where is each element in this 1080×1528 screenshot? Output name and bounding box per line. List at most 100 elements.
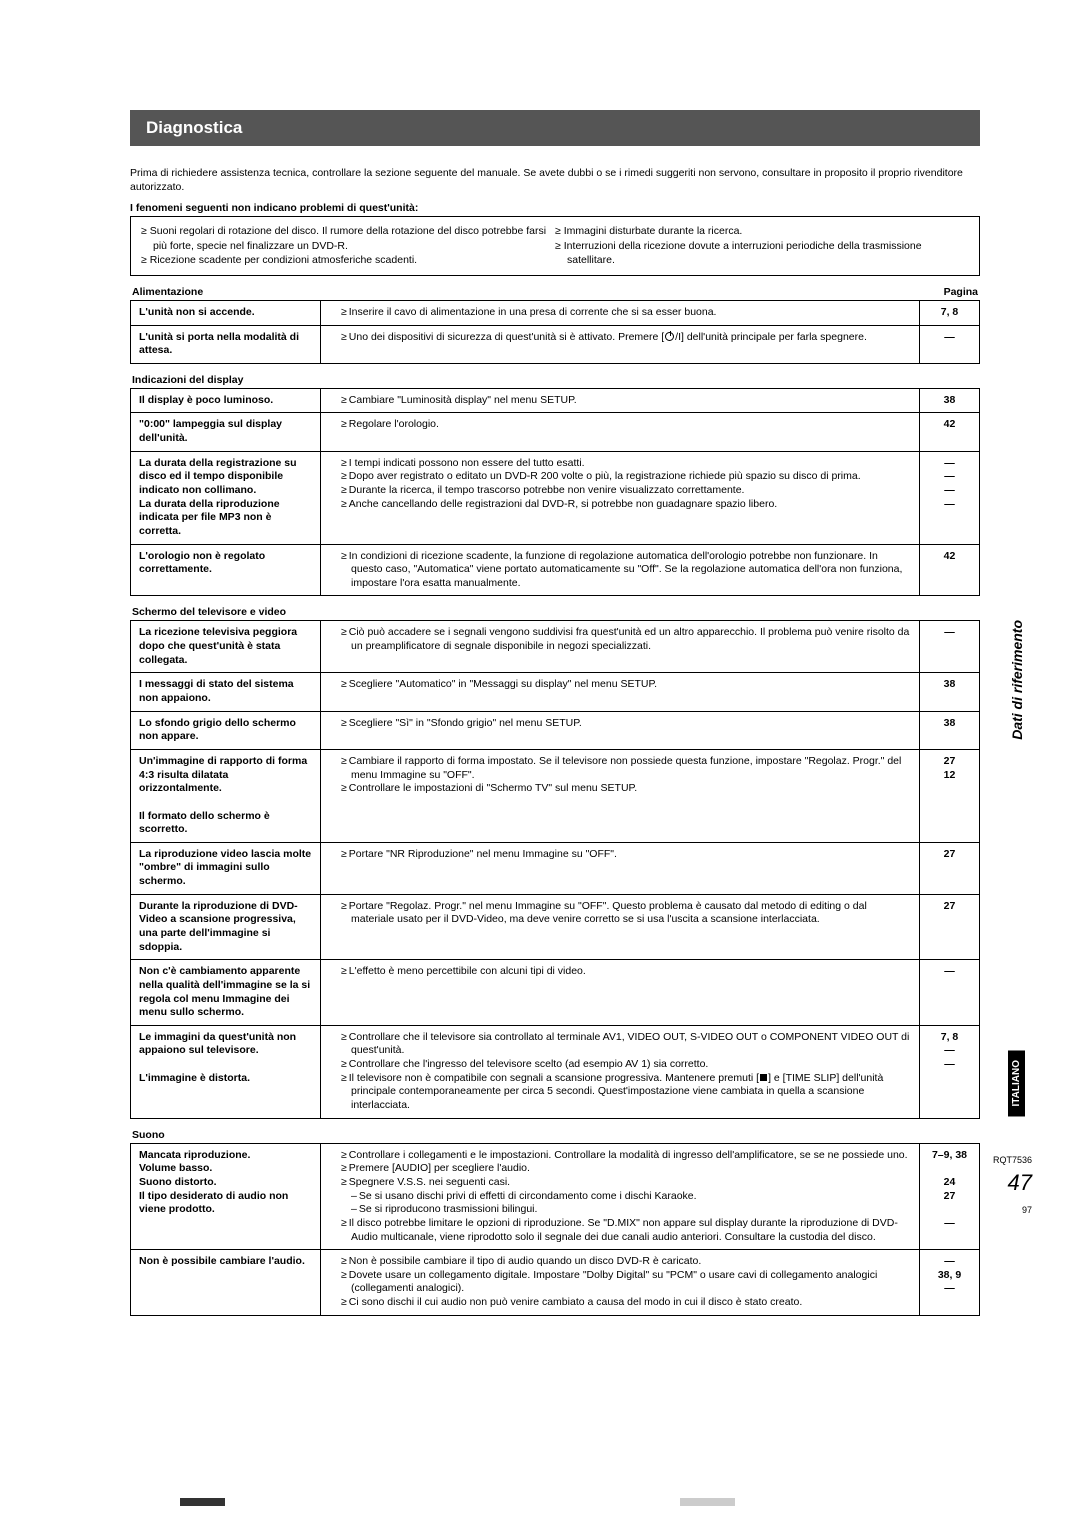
remedy-item: Dopo aver registrato o editato un DVD-R …	[341, 470, 911, 484]
page-ref-cell: 42	[920, 544, 980, 596]
page-title-bar: Diagnostica	[130, 110, 980, 146]
registration-mark-dark	[180, 1498, 225, 1506]
problem-cell: Il display è poco luminoso.	[131, 388, 321, 413]
remedy-item: Uno dei dispositivi di sicurezza di ques…	[341, 331, 911, 345]
remedy-item: Scegliere "Sì" in "Sfondo grigio" nel me…	[341, 717, 911, 731]
page-ref-cell: 42	[920, 413, 980, 451]
problem-cell: "0:00" lampeggia sul display dell'unità.	[131, 413, 321, 451]
troubleshoot-table: L'unità non si accende. Inserire il cavo …	[130, 300, 980, 364]
page-ref-cell: —	[920, 621, 980, 673]
table-row: L'unità non si accende. Inserire il cavo …	[131, 300, 980, 325]
remedy-item: Se si usano dischi privi di effetti di c…	[341, 1190, 911, 1204]
table-row: Durante la riproduzione di DVD-Video a s…	[131, 894, 980, 960]
page-ref-cell: 38	[920, 388, 980, 413]
remedy-item: Inserire il cavo di alimentazione in una…	[341, 306, 911, 320]
remedy-item: Dovete usare un collegamento digitale. I…	[341, 1269, 911, 1296]
non-problems-right-col: Immagini disturbate durante la ricerca.I…	[555, 224, 969, 267]
problem-cell: La ricezione televisiva peggiora dopo ch…	[131, 621, 321, 673]
stop-icon	[760, 1074, 767, 1081]
section-name: Indicazioni del display	[132, 374, 243, 386]
problem-cell: Durante la riproduzione di DVD-Video a s…	[131, 894, 321, 960]
page-ref: 7, 8	[922, 306, 977, 320]
page-ref: —	[922, 1044, 977, 1058]
table-row: Non c'è cambiamento apparente nella qual…	[131, 960, 980, 1026]
remedy-item: Regolare l'orologio.	[341, 418, 911, 432]
footer-registration-marks	[0, 1498, 1080, 1518]
problem-cell: Lo sfondo grigio dello schermo non appar…	[131, 711, 321, 749]
page-ref-cell: 27	[920, 894, 980, 960]
remedy-item: Non è possibile cambiare il tipo di audi…	[341, 1255, 911, 1269]
page-ref: 12	[922, 769, 977, 783]
problem-cell: Non è possibile cambiare l'audio.	[131, 1250, 321, 1316]
footer-sheet-number: 97	[1022, 1205, 1032, 1215]
remedy-cell: Ciò può accadere se i segnali vengono su…	[321, 621, 920, 673]
remedy-item: Durante la ricerca, il tempo trascorso p…	[341, 484, 911, 498]
problem-cell: L'unità non si accende.	[131, 300, 321, 325]
page-column-label: Pagina	[944, 286, 978, 298]
page-ref-cell: 2712	[920, 749, 980, 842]
intro-text: Prima di richiedere assistenza tecnica, …	[130, 166, 980, 194]
remedy-cell: In condizioni di ricezione scadente, la …	[321, 544, 920, 596]
non-problem-item: Immagini disturbate durante la ricerca.	[567, 224, 969, 238]
page-ref	[922, 1203, 977, 1217]
problem-cell: La durata della registrazione su disco e…	[131, 451, 321, 544]
page-ref: 7, 8	[922, 1031, 977, 1045]
page-ref-cell: 38	[920, 711, 980, 749]
page-ref: —	[922, 1282, 977, 1296]
page-ref: 38	[922, 717, 977, 731]
remedy-item: In condizioni di ricezione scadente, la …	[341, 550, 911, 591]
remedy-cell: Portare "Regolaz. Progr." nel menu Immag…	[321, 894, 920, 960]
page-ref: 27	[922, 1190, 977, 1204]
table-row: Lo sfondo grigio dello schermo non appar…	[131, 711, 980, 749]
remedy-item: Controllare che il televisore sia contro…	[341, 1031, 911, 1058]
remedy-cell: I tempi indicati possono non essere del …	[321, 451, 920, 544]
problem-cell: Le immagini da quest'unità non appaiono …	[131, 1025, 321, 1118]
section-name: Schermo del televisore e video	[132, 606, 286, 618]
problem-cell: La riproduzione video lascia molte "ombr…	[131, 842, 321, 894]
remedy-item: Controllare i collegamenti e le impostaz…	[341, 1149, 911, 1163]
non-problem-item: Suoni regolari di rotazione del disco. I…	[153, 224, 555, 252]
side-tab-reference: Dati di riferimento	[1009, 620, 1025, 740]
page-ref: 38	[922, 394, 977, 408]
table-row: La riproduzione video lascia molte "ombr…	[131, 842, 980, 894]
page-ref: —	[922, 1255, 977, 1269]
section-name: Suono	[132, 1129, 165, 1141]
remedy-cell: Non è possibile cambiare il tipo di audi…	[321, 1250, 920, 1316]
remedy-item: Controllare le impostazioni di "Schermo …	[341, 782, 911, 796]
page-ref: 27	[922, 900, 977, 914]
troubleshoot-table: Mancata riproduzione.Volume basso.Suono …	[130, 1143, 980, 1316]
table-row: La ricezione televisiva peggiora dopo ch…	[131, 621, 980, 673]
page-ref-cell: 27	[920, 842, 980, 894]
page-ref: —	[922, 1058, 977, 1072]
table-row: L'orologio non è regolato correttamente.…	[131, 544, 980, 596]
problem-cell: L'orologio non è regolato correttamente.	[131, 544, 321, 596]
remedy-cell: Controllare i collegamenti e le impostaz…	[321, 1143, 920, 1249]
remedy-item: Cambiare "Luminosità display" nel menu S…	[341, 394, 911, 408]
footer-block: RQT7536 47	[993, 1155, 1032, 1196]
troubleshoot-table: Il display è poco luminoso. Cambiare "Lum…	[130, 388, 980, 597]
power-icon	[665, 332, 674, 341]
remedy-item: Ci sono dischi il cui audio non può veni…	[341, 1296, 911, 1310]
page-ref-cell: ————	[920, 451, 980, 544]
page-ref: —	[922, 965, 977, 979]
remedy-item: Scegliere "Automatico" in "Messaggi su d…	[341, 678, 911, 692]
page-ref-cell: 7, 8	[920, 300, 980, 325]
remedy-item: Se si riproducono trasmissioni bilingui.	[341, 1203, 911, 1217]
non-problem-item: Interruzioni della ricezione dovute a in…	[567, 239, 969, 267]
remedy-cell: Scegliere "Automatico" in "Messaggi su d…	[321, 673, 920, 711]
page-ref-cell: 7–9, 38 2427 —	[920, 1143, 980, 1249]
document-page: Diagnostica Prima di richiedere assisten…	[0, 0, 1080, 1356]
page-title: Diagnostica	[146, 118, 242, 137]
problem-cell: I messaggi di stato del sistema non appa…	[131, 673, 321, 711]
side-tab-language: ITALIANO	[1008, 1050, 1025, 1116]
footer-page-number: 47	[993, 1170, 1032, 1196]
table-row: Mancata riproduzione.Volume basso.Suono …	[131, 1143, 980, 1249]
remedy-item: Portare "Regolaz. Progr." nel menu Immag…	[341, 900, 911, 927]
table-row: Le immagini da quest'unità non appaiono …	[131, 1025, 980, 1118]
page-ref-cell: —	[920, 960, 980, 1026]
remedy-cell: Cambiare il rapporto di forma impostato.…	[321, 749, 920, 842]
non-problems-left-col: Suoni regolari di rotazione del disco. I…	[141, 224, 555, 267]
page-ref-cell: 7, 8——	[920, 1025, 980, 1118]
remedy-item: Il televisore non è compatibile con segn…	[341, 1072, 911, 1113]
remedy-cell: L'effetto è meno percettibile con alcuni…	[321, 960, 920, 1026]
